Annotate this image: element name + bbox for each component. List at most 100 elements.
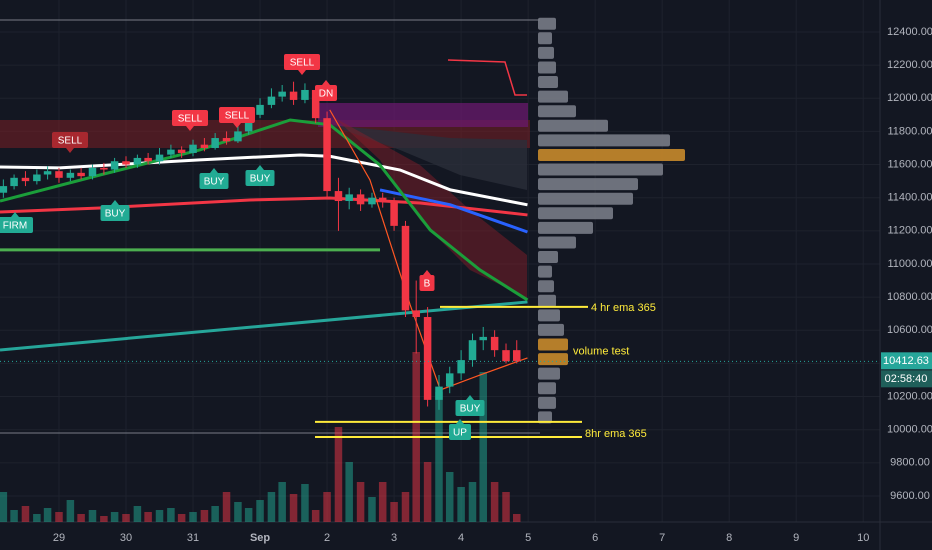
y-tick-label: 9800.00 <box>890 457 930 469</box>
signal-pointer <box>111 200 119 205</box>
x-tick-label: 29 <box>53 532 65 544</box>
profile-bar <box>538 367 560 380</box>
x-tick-label: 3 <box>391 532 397 544</box>
y-tick-label: 11400.00 <box>887 192 932 204</box>
candle-body <box>77 172 85 177</box>
volume-bar <box>133 506 142 522</box>
profile-bar <box>538 323 564 336</box>
signal-label: SELL <box>178 114 203 125</box>
candle-body <box>390 201 398 226</box>
signal-pointer <box>423 270 431 275</box>
candle-body <box>323 118 331 192</box>
volume-bar <box>200 510 209 522</box>
candle-body <box>412 310 420 318</box>
cloud-bands <box>0 59 530 298</box>
candle-body <box>21 177 30 182</box>
candle-body <box>512 350 521 362</box>
signal-label: BUY <box>250 174 271 185</box>
candle-body <box>144 157 152 162</box>
annotation: volume test <box>573 346 629 358</box>
x-tick-label: 4 <box>458 532 464 544</box>
volume-bar <box>211 506 219 522</box>
profile-bar <box>538 61 556 74</box>
candle-body <box>311 89 320 119</box>
profile-bar <box>538 294 556 307</box>
candle-body <box>301 89 309 100</box>
candle-body <box>345 194 353 202</box>
volume-bar <box>100 516 108 522</box>
candle-body <box>10 177 18 187</box>
profile-bar <box>538 148 685 161</box>
volume-bar <box>457 487 465 522</box>
candle-body <box>334 191 343 202</box>
volume-bar <box>33 514 41 522</box>
volume-bar <box>378 482 387 522</box>
candle-body <box>155 154 164 162</box>
signal-label: UP <box>453 428 467 439</box>
signal-pointer <box>233 123 241 128</box>
profile-bar <box>538 46 554 59</box>
volume-bar <box>345 462 353 522</box>
signal-badge <box>219 107 255 123</box>
candle-body <box>234 131 242 142</box>
candle-body <box>177 149 186 153</box>
volume-bar <box>311 510 320 522</box>
volume-bar <box>55 512 63 522</box>
profile-bar <box>538 396 556 409</box>
profile-bar <box>538 90 568 103</box>
y-tick-label: 12400.00 <box>887 26 932 38</box>
signal-label: DN <box>319 89 333 100</box>
y-tick-label: 12200.00 <box>887 59 932 71</box>
x-tick-label: 5 <box>525 532 531 544</box>
candle-body <box>479 336 487 341</box>
volume-bar <box>234 502 242 522</box>
signal-label: SELL <box>290 58 315 69</box>
candle-body <box>378 197 387 202</box>
signal-pointer <box>256 165 264 170</box>
volume-bar <box>289 494 298 522</box>
price-tag-label: 10412.63 <box>883 355 929 367</box>
volume-bar <box>189 512 197 522</box>
signal-badge <box>100 205 130 221</box>
countdown-label: 02:58:40 <box>885 373 928 385</box>
signal-badge <box>449 424 471 440</box>
signal-badge <box>172 110 208 126</box>
profile-bar <box>538 236 576 249</box>
volume-bar <box>390 502 398 522</box>
candle-body <box>43 171 52 175</box>
volume-bar <box>490 482 499 522</box>
y-tick-label: 11000.00 <box>887 258 932 270</box>
signal-label: BUY <box>105 209 126 220</box>
x-tick-label: 8 <box>726 532 732 544</box>
candle-body <box>100 167 108 170</box>
x-tick-label: Sep <box>250 532 270 544</box>
volume-bar <box>155 510 164 522</box>
candle-body <box>122 161 130 165</box>
volume-bar <box>43 508 52 522</box>
candle-body <box>33 174 41 182</box>
volume-bar <box>435 392 443 522</box>
volume-bar <box>244 508 253 522</box>
y-tick-label: 11600.00 <box>887 158 932 170</box>
profile-bar <box>538 221 593 234</box>
y-tick-label: 12000.00 <box>887 92 932 104</box>
candle-body <box>267 96 276 105</box>
volume-bar <box>177 514 186 522</box>
purple-cloud <box>318 103 528 127</box>
volume-bar <box>445 472 454 522</box>
candle-body <box>167 149 175 155</box>
volume-bar <box>267 492 276 522</box>
candle-body <box>502 350 510 362</box>
profile-bar <box>538 178 638 191</box>
volume-bar <box>256 500 264 522</box>
volume-bar <box>122 514 130 522</box>
signal-pointer <box>466 395 474 400</box>
x-tick-label: 7 <box>659 532 665 544</box>
profile-bar <box>538 76 558 89</box>
signal-pointer <box>186 126 194 131</box>
signal-badge <box>199 173 229 189</box>
candle-body <box>445 373 454 387</box>
profile-bar <box>538 32 552 45</box>
candle-body <box>189 144 197 153</box>
